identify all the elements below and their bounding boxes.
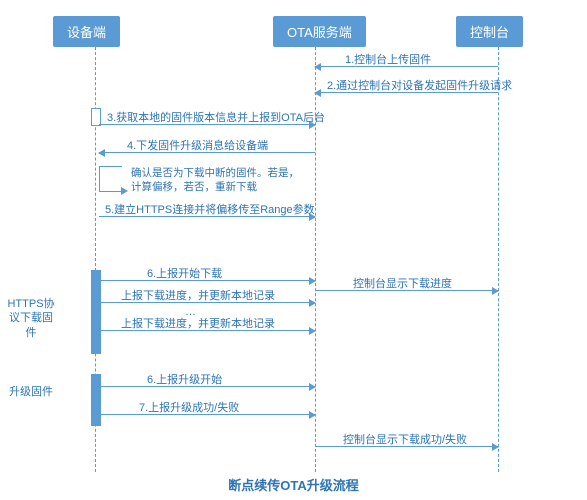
participant-ota: OTA服务端 (273, 16, 366, 47)
msg-6b-label: 上报下载进度，并更新本地记录 (121, 287, 275, 303)
msg-8-label: 控制台显示下载成功/失败 (343, 431, 467, 447)
msg-2-label: 2.通过控制台对设备发起固件升级请求 (327, 77, 512, 93)
msg-6-right-label: 控制台显示下载进度 (353, 275, 452, 291)
msg-4-label: 4.下发固件升级消息给设备端 (127, 137, 268, 153)
lifeline-ota (315, 42, 316, 472)
self-loop (99, 166, 122, 192)
msg-3-label: 3.获取本地的固件版本信息并上报到OTA后台 (107, 109, 325, 125)
msg-7a-label: 6.上报升级开始 (147, 371, 222, 387)
msg-7b-label: 7.上报升级成功/失败 (139, 399, 239, 415)
activation-1 (91, 374, 101, 426)
activation-0 (91, 270, 101, 354)
lifeline-console (498, 42, 499, 472)
msg-1-label: 1.控制台上传固件 (345, 51, 431, 67)
msg-6a-label: 6.上报开始下载 (147, 265, 222, 281)
diagram-title: 断点续传OTA升级流程 (0, 475, 587, 494)
sequence-diagram: 设备端 OTA服务端 控制台 HTTPS协议下载固件升级固件 1.控制台上传固件 2.通过… (0, 0, 587, 500)
msg-6c-label: 上报下载进度，并更新本地记录 (121, 315, 275, 331)
self-note: 确认是否为下载中断的固件。若是，计算偏移，若否，重新下载 (129, 164, 309, 196)
side-label-1: 升级固件 (6, 385, 56, 399)
participant-console: 控制台 (456, 16, 523, 47)
participant-device: 设备端 (53, 16, 120, 47)
side-label-0: HTTPS协议下载固件 (6, 297, 56, 340)
msg-5-label: 5.建立HTTPS连接并将偏移传至Range参数 (105, 201, 315, 217)
